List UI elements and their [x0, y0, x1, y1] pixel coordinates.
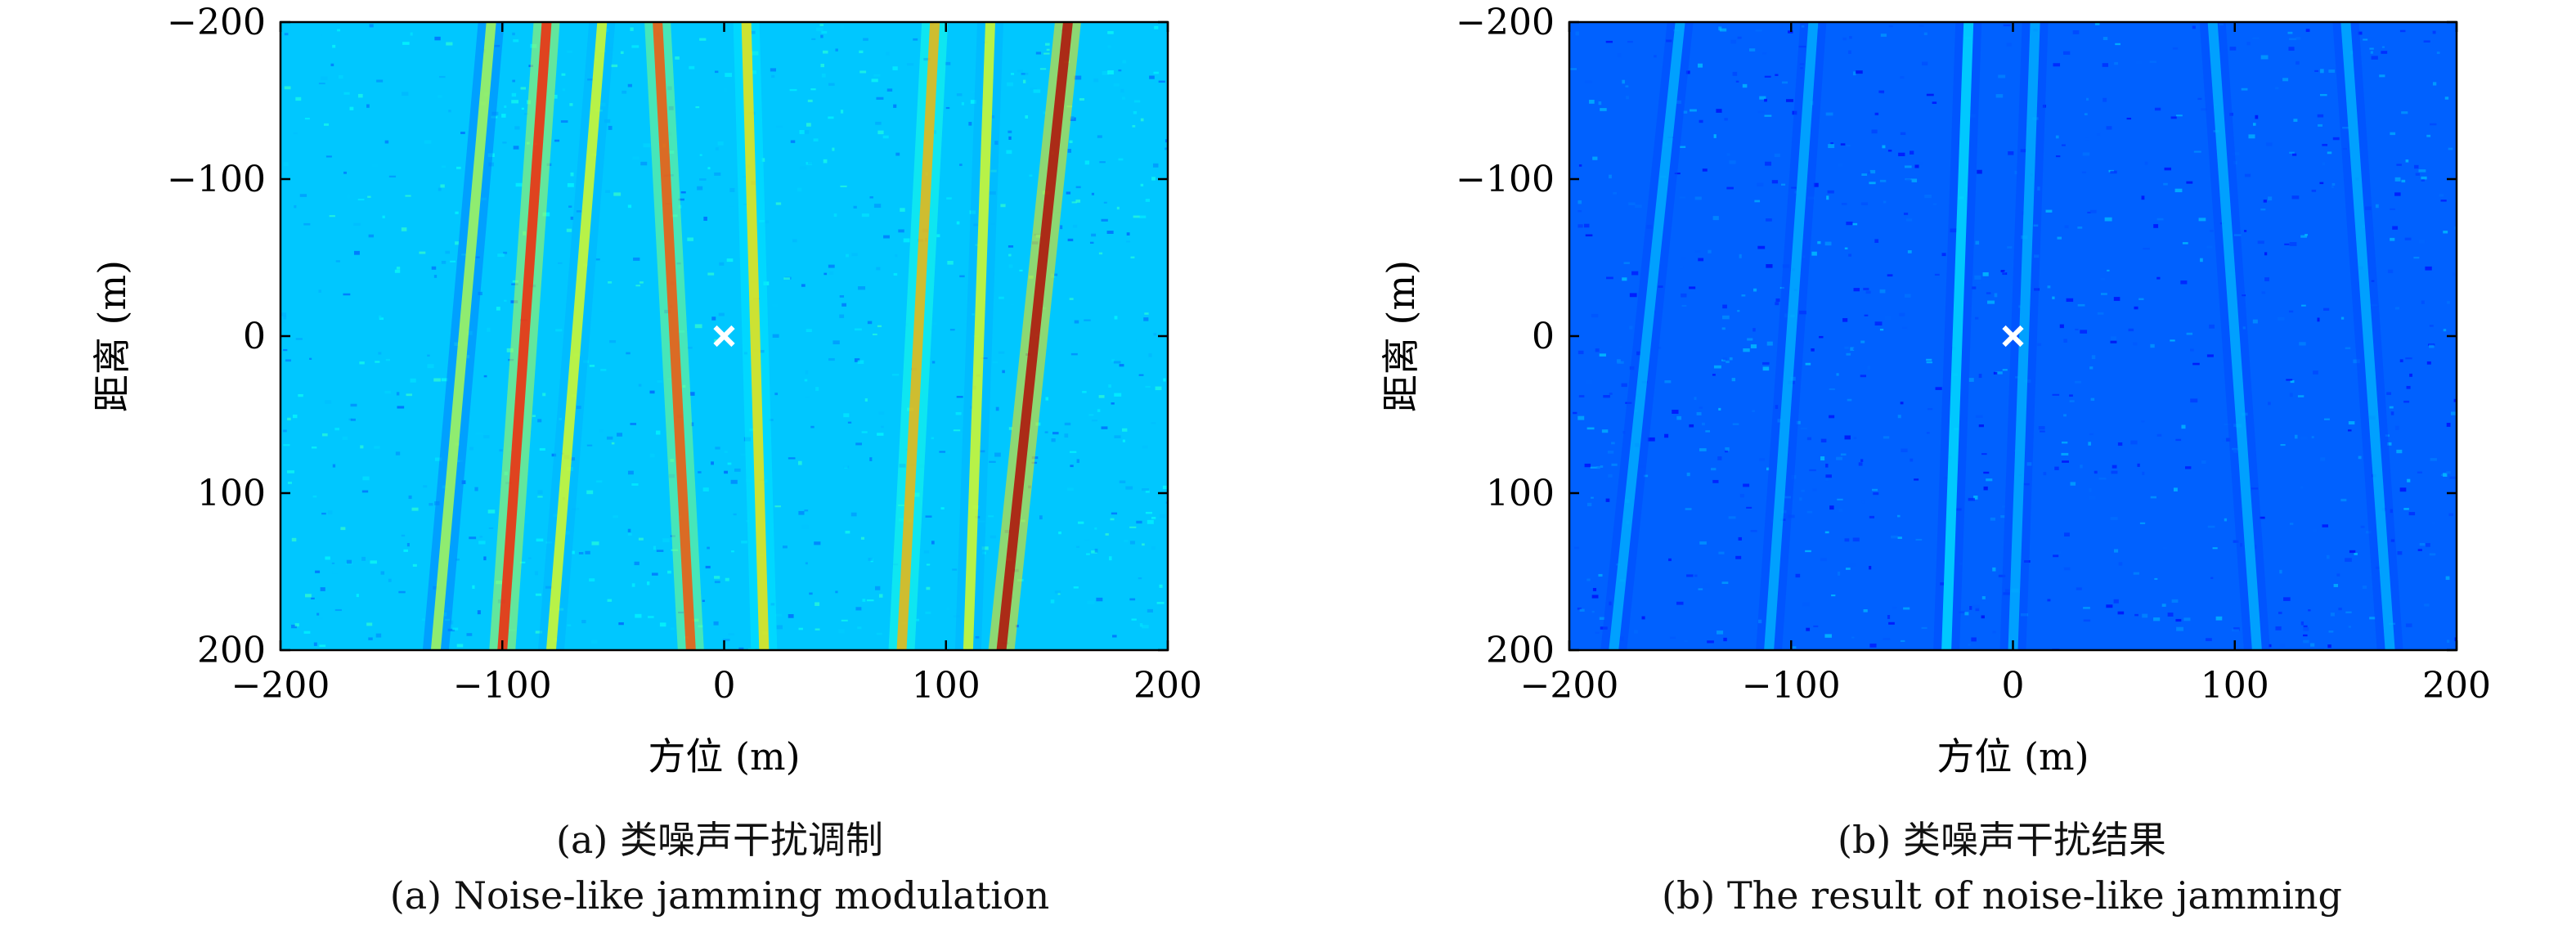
x-tick-label: −100 [453, 665, 552, 707]
caption-a-cn: (a) 类噪声干扰调制 [556, 818, 883, 862]
y-axis-label: 距离 (m) [1379, 260, 1423, 412]
y-tick-label: 100 [197, 473, 266, 514]
x-tick-label: −100 [1742, 665, 1841, 707]
caption-b-cn: (b) 类噪声干扰结果 [1838, 818, 2166, 862]
x-tick-label: 200 [2422, 665, 2491, 707]
stripe-0 [430, 22, 496, 650]
stripe-0 [1609, 22, 1685, 650]
stripe-5 [2340, 22, 2395, 650]
x-tick-label: 200 [1133, 665, 1202, 707]
x-tick-label: 100 [2201, 665, 2269, 707]
y-tick-label: −200 [167, 2, 266, 43]
stripe-3 [653, 22, 696, 650]
caption-a-en: (a) Noise-like jamming modulation [389, 873, 1050, 918]
x-tick-label: 100 [912, 665, 981, 707]
x-tick-label: 0 [2002, 665, 2025, 707]
stripe-1 [497, 22, 552, 650]
stripe-3 [2008, 22, 2040, 650]
y-tick-label: 200 [1486, 630, 1555, 671]
caption-b-en: (b) The result of noise-like jamming [1662, 873, 2342, 918]
y-tick-label: 0 [243, 316, 266, 357]
stripe-1 [1764, 22, 1819, 650]
y-tick-label: 200 [197, 630, 266, 671]
heatmap-area [280, 22, 1168, 650]
x-tick-label: −200 [1520, 665, 1619, 707]
stripe-2 [545, 22, 608, 650]
stripe-2 [1941, 22, 1974, 650]
y-tick-label: 100 [1486, 473, 1555, 514]
target-marker [713, 325, 735, 348]
x-tick-label: 0 [713, 665, 736, 707]
y-tick-label: −200 [1456, 2, 1555, 43]
x-tick-label: −200 [231, 665, 330, 707]
stripe-5 [896, 22, 940, 650]
stripe-6 [963, 22, 995, 650]
y-tick-label: −100 [1456, 159, 1555, 200]
stripe-7 [996, 22, 1073, 650]
y-tick-label: 0 [1532, 316, 1555, 357]
x-axis-label: 方位 (m) [1936, 734, 2089, 779]
stripe-4 [741, 22, 770, 650]
target-marker [2002, 325, 2024, 348]
stripe-4 [2207, 22, 2262, 650]
y-axis-label: 距离 (m) [90, 260, 134, 412]
x-axis-label: 方位 (m) [648, 734, 800, 779]
y-tick-label: −100 [167, 159, 266, 200]
